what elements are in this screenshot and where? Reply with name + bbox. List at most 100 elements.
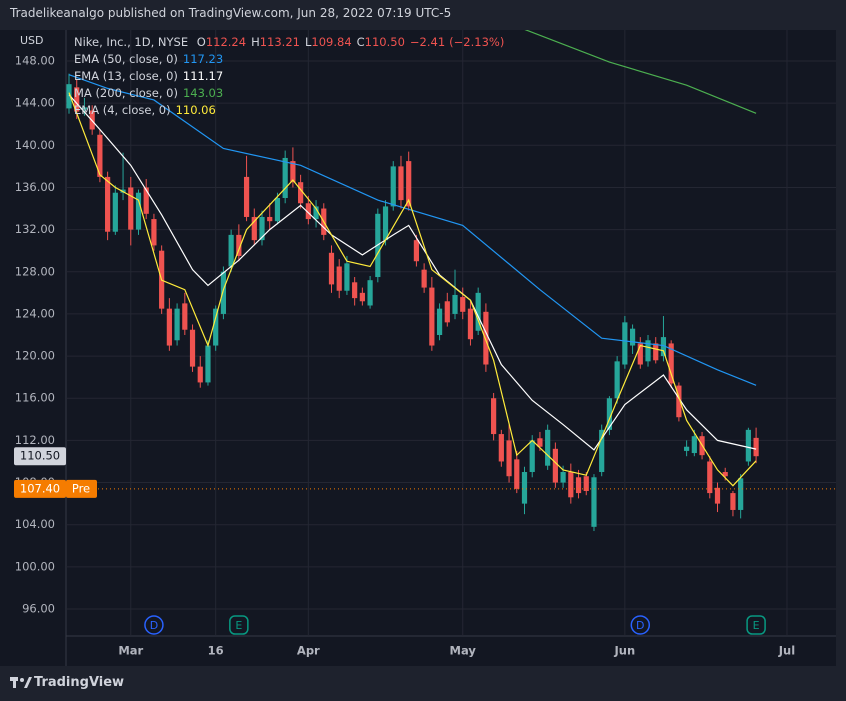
candle-body bbox=[552, 448, 558, 483]
indicator-line bbox=[68, 92, 757, 487]
event-marker bbox=[144, 615, 164, 635]
y-tick-label: 132.00 bbox=[15, 222, 55, 236]
candle-body bbox=[251, 216, 257, 241]
candle-body bbox=[213, 308, 219, 346]
event-label: E bbox=[235, 619, 242, 632]
candle-body bbox=[436, 308, 443, 336]
candle-body bbox=[344, 263, 350, 291]
candle-body bbox=[197, 366, 203, 383]
candle-body bbox=[707, 461, 713, 494]
candle-body bbox=[143, 187, 149, 214]
currency: USD bbox=[20, 34, 44, 47]
x-tick-label: Mar bbox=[118, 644, 143, 658]
change: −2.41 bbox=[409, 35, 446, 49]
y-tick-label: 140.00 bbox=[15, 138, 55, 152]
candle-body bbox=[236, 234, 242, 256]
candle-body bbox=[529, 440, 535, 473]
candle-body bbox=[606, 398, 613, 430]
candle-body bbox=[359, 292, 365, 302]
candle-body bbox=[97, 134, 103, 177]
candle-body bbox=[352, 282, 358, 299]
y-tick-label: 104.00 bbox=[15, 517, 55, 531]
candle-body bbox=[105, 176, 111, 232]
event-marker bbox=[229, 615, 249, 635]
candle-body bbox=[135, 192, 142, 230]
indicator-name: EMA (50, close, 0) bbox=[74, 52, 178, 66]
quote-key: L bbox=[304, 35, 312, 49]
indicator-name: EMA (13, close, 0) bbox=[74, 69, 178, 83]
y-tick-label: 112.00 bbox=[15, 433, 55, 447]
y-tick-label: 144.00 bbox=[15, 96, 55, 110]
change-pct: (−2.13%) bbox=[449, 35, 505, 49]
candle-body bbox=[166, 308, 172, 346]
candle-body bbox=[614, 361, 620, 399]
candle-body bbox=[174, 308, 180, 341]
candle-body bbox=[622, 322, 628, 365]
candle-body bbox=[506, 440, 512, 477]
candle-body bbox=[491, 398, 497, 435]
candle-body bbox=[282, 157, 288, 198]
candle-body bbox=[645, 340, 651, 362]
candle-body bbox=[599, 429, 605, 473]
indicator-value: 117.23 bbox=[182, 52, 224, 66]
indicator-row: EMA (4, close, 0) 110.06 bbox=[74, 102, 504, 119]
x-tick-label: Jun bbox=[614, 644, 636, 658]
candle-body bbox=[483, 311, 489, 365]
candle-body bbox=[537, 438, 543, 447]
indicator-value: 143.03 bbox=[182, 86, 224, 100]
event-label: D bbox=[150, 619, 158, 632]
premarket-box bbox=[14, 479, 66, 498]
y-tick-label: 120.00 bbox=[15, 349, 55, 363]
candle-body bbox=[653, 343, 659, 361]
candle-body bbox=[228, 234, 234, 267]
candle-body bbox=[545, 429, 551, 466]
candle-body bbox=[128, 187, 134, 230]
candle-body bbox=[560, 472, 566, 483]
candle-body bbox=[421, 269, 427, 288]
y-tick-label: 124.00 bbox=[15, 306, 55, 320]
x-tick-label: 16 bbox=[208, 644, 224, 658]
candle-body bbox=[684, 446, 690, 451]
premarket-tag-box bbox=[66, 479, 97, 498]
candle-body bbox=[730, 493, 736, 510]
plot bbox=[66, 30, 759, 532]
y-tick-label: 100.00 bbox=[15, 559, 55, 573]
event-label: D bbox=[636, 619, 644, 632]
candle-body bbox=[591, 477, 597, 527]
candle-body bbox=[714, 487, 721, 504]
candle-body bbox=[328, 252, 335, 285]
candle-body bbox=[444, 301, 450, 323]
candle-body bbox=[691, 436, 697, 454]
x-tick-label: Jul bbox=[778, 644, 795, 658]
indicator-value: 111.17 bbox=[182, 69, 224, 83]
event-label: E bbox=[753, 619, 760, 632]
candle-body bbox=[568, 472, 574, 498]
candle-body bbox=[514, 459, 520, 489]
candle-body bbox=[753, 437, 759, 457]
quote-key: O bbox=[196, 35, 206, 49]
grid bbox=[66, 30, 836, 636]
indicator-value: 110.06 bbox=[175, 103, 216, 117]
quote-value: 110.50 bbox=[364, 35, 405, 49]
candle-body bbox=[305, 203, 311, 220]
candle-body bbox=[390, 166, 396, 207]
candle-body bbox=[406, 161, 412, 207]
candle-body bbox=[660, 337, 667, 357]
indicator-row: EMA (50, close, 0) 117.23 bbox=[74, 51, 504, 68]
quote-key: H bbox=[251, 35, 260, 49]
candle-body bbox=[205, 345, 211, 383]
indicator-legend: EMA (50, close, 0) 117.23 EMA (13, close, … bbox=[74, 51, 504, 119]
candle-body bbox=[74, 87, 80, 112]
quote-key: C bbox=[356, 35, 365, 49]
candle-body bbox=[575, 477, 582, 494]
x-tick-label: May bbox=[450, 644, 477, 658]
header: Tradelikeanalgo published on TradingView… bbox=[10, 6, 452, 20]
candle-body bbox=[429, 287, 435, 346]
candle-body bbox=[367, 280, 373, 306]
candle-body bbox=[313, 206, 319, 220]
indicator-name: MA (200, close, 0) bbox=[74, 86, 178, 100]
candle-body bbox=[274, 197, 281, 222]
footer: TradingView bbox=[34, 675, 125, 690]
time-axis bbox=[66, 636, 836, 666]
